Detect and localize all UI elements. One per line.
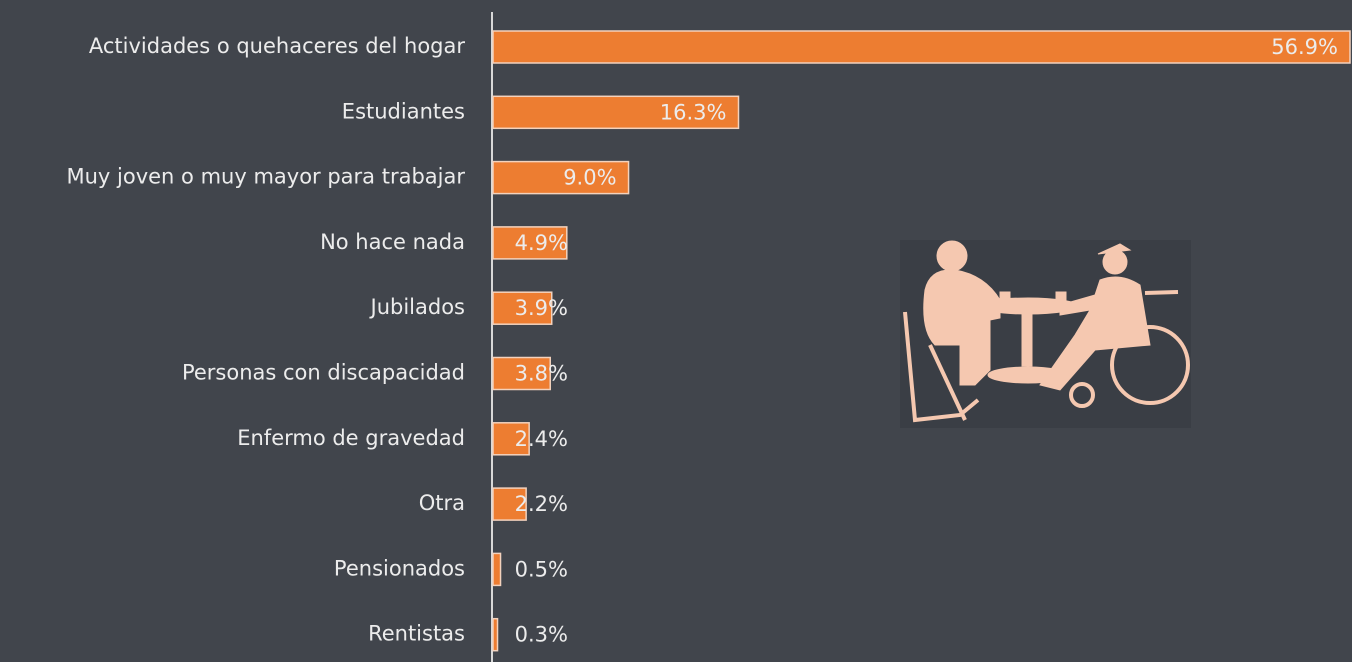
bar — [492, 356, 551, 391]
value-label: 9.0% — [563, 166, 616, 190]
value-label: 3.9% — [515, 296, 568, 320]
value-label: 4.9% — [515, 231, 568, 255]
value-label: 0.5% — [515, 557, 568, 581]
category-label: Personas con discapacidad — [182, 361, 465, 385]
value-label: 2.4% — [515, 427, 568, 451]
category-label: Estudiantes — [342, 99, 465, 123]
category-label: Actividades o quehaceres del hogar — [89, 34, 465, 58]
bar — [492, 617, 499, 652]
category-label: Otra — [419, 491, 465, 515]
bar — [492, 30, 1351, 64]
value-label: 16.3% — [660, 100, 727, 124]
bar — [492, 95, 740, 130]
category-label: Jubilados — [369, 295, 466, 319]
bar — [492, 160, 630, 195]
bar — [492, 291, 553, 325]
category-label: No hace nada — [320, 230, 465, 254]
bar — [492, 552, 502, 587]
category-label: Enfermo de gravedad — [237, 426, 465, 450]
illustration — [900, 240, 1191, 428]
bar — [492, 422, 530, 456]
bar — [492, 487, 527, 521]
value-label: 0.3% — [515, 623, 568, 647]
category-label: Rentistas — [368, 622, 465, 646]
value-label: 56.9% — [1271, 35, 1338, 59]
value-label: 3.8% — [515, 362, 568, 386]
value-label: 2.2% — [515, 492, 568, 516]
category-label: Muy joven o muy mayor para trabajar — [67, 165, 466, 189]
category-label: Pensionados — [334, 556, 465, 580]
bar — [492, 226, 568, 260]
